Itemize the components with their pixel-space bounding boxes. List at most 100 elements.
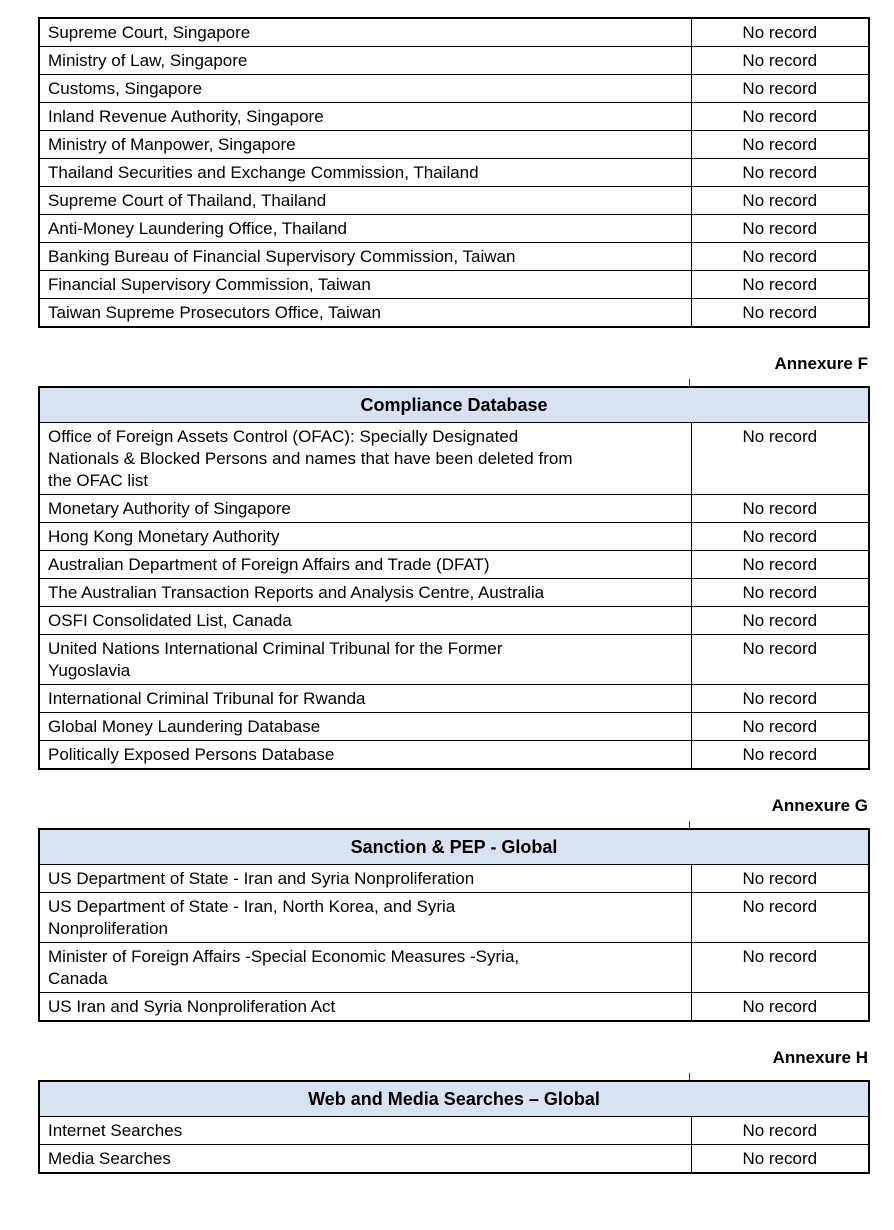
results-table: Supreme Court, Singapore No record Ministr… xyxy=(38,17,870,328)
result-cell: No record xyxy=(690,186,870,215)
table-row: Anti-Money Laundering Office, Thailand No… xyxy=(38,214,870,243)
results-table: Web and Media Searches – Global Internet… xyxy=(38,1080,871,1174)
table-header-row: Sanction & PEP - Global xyxy=(38,828,870,865)
table-row: Thailand Securities and Exchange Commiss… xyxy=(38,158,870,187)
table-body: Supreme Court, Singapore No record Ministr… xyxy=(38,17,870,328)
table-row: The Australian Transaction Reports and A… xyxy=(38,578,870,607)
result-cell: No record xyxy=(690,214,870,243)
result-cell: No record xyxy=(690,864,870,893)
web-media-searches-table: Web and Media Searches – Global Internet… xyxy=(38,1073,871,1174)
column-divider-tick xyxy=(689,379,690,386)
source-cell: Monetary Authority of Singapore xyxy=(38,494,692,523)
table-row: Monetary Authority of Singapore No record xyxy=(38,494,870,523)
source-cell: Supreme Court of Thailand, Thailand xyxy=(38,186,692,215)
result-cell: No record xyxy=(690,158,870,187)
table-row: Ministry of Manpower, Singapore No record xyxy=(38,130,870,159)
source-cell: Inland Revenue Authority, Singapore xyxy=(38,102,692,131)
source-cell: Media Searches xyxy=(38,1144,692,1174)
source-cell: Global Money Laundering Database xyxy=(38,712,692,741)
table-title: Compliance Database xyxy=(38,386,870,423)
table-header-row: Web and Media Searches – Global xyxy=(38,1080,870,1117)
result-cell: No record xyxy=(690,102,870,131)
source-cell: International Criminal Tribunal for Rwan… xyxy=(38,684,692,713)
table-row: Banking Bureau of Financial Supervisory … xyxy=(38,242,870,271)
source-cell: Supreme Court, Singapore xyxy=(38,17,692,47)
result-cell: No record xyxy=(690,550,870,579)
source-cell: Ministry of Manpower, Singapore xyxy=(38,130,692,159)
table-title: Web and Media Searches – Global xyxy=(38,1080,870,1117)
table-row: Ministry of Law, Singapore No record xyxy=(38,46,870,75)
result-cell: No record xyxy=(690,130,870,159)
source-cell: Australian Department of Foreign Affairs… xyxy=(38,550,692,579)
result-cell: No record xyxy=(690,684,870,713)
source-cell: United Nations International Criminal Tr… xyxy=(38,634,692,685)
table-row: Inland Revenue Authority, Singapore No re… xyxy=(38,102,870,131)
result-cell: No record xyxy=(690,298,870,328)
source-cell: Ministry of Law, Singapore xyxy=(38,46,692,75)
result-cell: No record xyxy=(690,712,870,741)
source-cell: US Department of State - Iran and Syria … xyxy=(38,864,692,893)
source-cell: Politically Exposed Persons Database xyxy=(38,740,692,770)
table-row: Global Money Laundering Database No recor… xyxy=(38,712,870,741)
source-cell: Hong Kong Monetary Authority xyxy=(38,522,692,551)
table-header-row: Compliance Database xyxy=(38,386,870,423)
regulatory-sources-table-continued: Supreme Court, Singapore No record Ministr… xyxy=(38,17,870,328)
source-cell: The Australian Transaction Reports and A… xyxy=(38,578,692,607)
source-cell: Minister of Foreign Affairs -Special Eco… xyxy=(38,942,692,993)
compliance-database-table: Compliance Database Office of Foreign As… xyxy=(38,379,871,770)
table-title: Sanction & PEP - Global xyxy=(38,828,870,865)
source-cell: Taiwan Supreme Prosecutors Office, Taiwa… xyxy=(38,298,692,328)
result-cell: No record xyxy=(690,634,870,685)
source-cell: US Department of State - Iran, North Kor… xyxy=(38,892,692,943)
result-cell: No record xyxy=(690,992,870,1022)
table-row: Supreme Court of Thailand, Thailand No re… xyxy=(38,186,870,215)
results-table: Sanction & PEP - Global US Department of… xyxy=(38,828,871,1022)
table-row: Supreme Court, Singapore No record xyxy=(38,17,870,47)
result-cell: No record xyxy=(690,892,870,943)
table-row: United Nations International Criminal Tr… xyxy=(38,634,870,685)
result-cell: No record xyxy=(690,494,870,523)
source-cell: Anti-Money Laundering Office, Thailand xyxy=(38,214,692,243)
table-row: US Department of State - Iran, North Kor… xyxy=(38,892,870,943)
result-cell: No record xyxy=(690,17,870,47)
table-row: Customs, Singapore No record xyxy=(38,74,870,103)
result-cell: No record xyxy=(690,942,870,993)
source-cell: OSFI Consolidated List, Canada xyxy=(38,606,692,635)
result-cell: No record xyxy=(690,270,870,299)
table-row: Taiwan Supreme Prosecutors Office, Taiwa… xyxy=(38,298,870,328)
results-table: Compliance Database Office of Foreign As… xyxy=(38,386,871,770)
table-row: Media Searches No record xyxy=(38,1144,870,1174)
column-divider-tick xyxy=(689,1073,690,1080)
result-cell: No record xyxy=(690,242,870,271)
table-row: Financial Supervisory Commission, Taiwan… xyxy=(38,270,870,299)
result-cell: No record xyxy=(690,578,870,607)
table-row: Minister of Foreign Affairs -Special Eco… xyxy=(38,942,870,993)
table-body: Internet Searches No record Media Searches… xyxy=(38,1116,870,1174)
table-row: US Department of State - Iran and Syria … xyxy=(38,864,870,893)
result-cell: No record xyxy=(690,522,870,551)
result-cell: No record xyxy=(690,74,870,103)
table-body: Office of Foreign Assets Control (OFAC):… xyxy=(38,422,870,770)
table-row: International Criminal Tribunal for Rwan… xyxy=(38,684,870,713)
sanction-pep-table: Sanction & PEP - Global US Department of… xyxy=(38,821,871,1022)
source-cell: Internet Searches xyxy=(38,1116,692,1145)
table-row: Politically Exposed Persons Database No r… xyxy=(38,740,870,770)
annexure-h-label: Annexure H xyxy=(772,1048,868,1067)
column-divider-tick xyxy=(689,821,690,828)
result-cell: No record xyxy=(690,1116,870,1145)
source-cell: US Iran and Syria Nonproliferation Act xyxy=(38,992,692,1022)
source-cell: Office of Foreign Assets Control (OFAC):… xyxy=(38,422,692,495)
table-row: OSFI Consolidated List, Canada No record xyxy=(38,606,870,635)
table-row: Office of Foreign Assets Control (OFAC):… xyxy=(38,422,870,495)
source-cell: Financial Supervisory Commission, Taiwan xyxy=(38,270,692,299)
source-cell: Banking Bureau of Financial Supervisory … xyxy=(38,242,692,271)
result-cell: No record xyxy=(690,740,870,770)
table-row: US Iran and Syria Nonproliferation Act No… xyxy=(38,992,870,1022)
result-cell: No record xyxy=(690,1144,870,1174)
table-row: Australian Department of Foreign Affairs… xyxy=(38,550,870,579)
source-cell: Thailand Securities and Exchange Commiss… xyxy=(38,158,692,187)
annexure-f-label: Annexure F xyxy=(774,354,868,373)
result-cell: No record xyxy=(690,606,870,635)
source-cell: Customs, Singapore xyxy=(38,74,692,103)
